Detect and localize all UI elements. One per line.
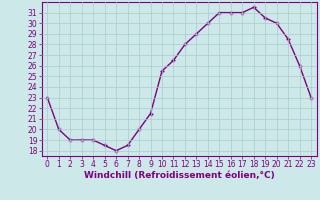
- X-axis label: Windchill (Refroidissement éolien,°C): Windchill (Refroidissement éolien,°C): [84, 171, 275, 180]
